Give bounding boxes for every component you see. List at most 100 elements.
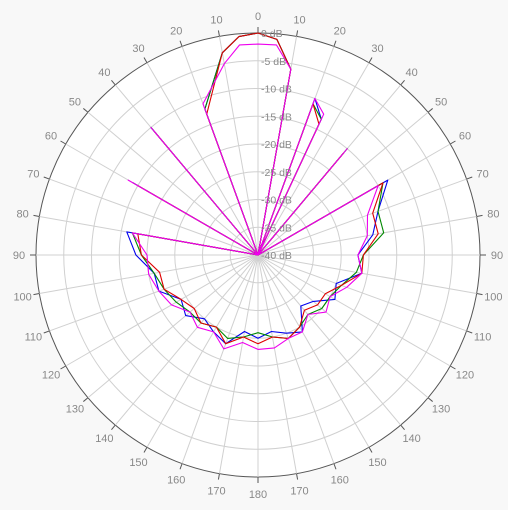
series-layer xyxy=(126,32,389,350)
grid-spoke xyxy=(146,254,259,448)
angle-label: 10 xyxy=(210,15,222,27)
angle-label: 90 xyxy=(13,250,25,262)
series-line xyxy=(137,32,384,345)
grid-spoke xyxy=(257,254,451,367)
angle-tick xyxy=(83,397,89,402)
angle-tick xyxy=(143,447,148,453)
angle-tick xyxy=(296,30,299,37)
grid-spoke xyxy=(218,36,259,256)
angle-label: 70 xyxy=(476,168,488,180)
ring-label: -35 dB xyxy=(261,222,292,234)
angle-label: 140 xyxy=(95,433,113,445)
ring-label: -10 dB xyxy=(261,84,292,96)
angle-label: 160 xyxy=(331,475,349,487)
angle-tick xyxy=(427,397,433,402)
angle-label: 100 xyxy=(484,292,502,304)
grid-spoke xyxy=(257,254,335,464)
angle-label: 120 xyxy=(456,370,474,382)
angle-label: 130 xyxy=(66,404,84,416)
angle-label: 110 xyxy=(474,332,492,344)
angle-tick xyxy=(400,80,405,86)
grid-spoke xyxy=(87,111,259,256)
angle-label: 30 xyxy=(371,43,383,55)
grid-spoke xyxy=(257,254,370,448)
angle-tick xyxy=(83,108,89,113)
angle-label: 50 xyxy=(435,96,447,108)
angle-tick xyxy=(217,30,220,37)
grid-spoke xyxy=(257,178,467,256)
angle-tick xyxy=(179,40,183,47)
grid-spoke xyxy=(218,254,259,474)
ring-label: -5 dB xyxy=(261,56,286,68)
angle-tick xyxy=(450,140,456,145)
angle-label: 20 xyxy=(170,25,182,37)
angle-label: 80 xyxy=(487,208,499,220)
grid-spoke xyxy=(257,254,298,474)
grid-spoke xyxy=(257,254,429,399)
angle-tick xyxy=(427,108,433,113)
angle-label: 0 xyxy=(255,11,261,23)
grid-spoke xyxy=(114,254,259,426)
angle-label: 150 xyxy=(129,457,147,469)
angle-label: 180 xyxy=(249,489,267,501)
angle-label: 30 xyxy=(132,43,144,55)
angle-tick xyxy=(466,176,473,180)
angle-tick xyxy=(476,293,483,296)
angle-tick xyxy=(60,365,66,370)
angle-label: 120 xyxy=(42,370,60,382)
angle-label: 70 xyxy=(27,168,39,180)
angle-label: 50 xyxy=(69,96,81,108)
angle-label: 170 xyxy=(207,485,225,497)
angle-tick xyxy=(179,463,183,470)
angle-label: 40 xyxy=(98,67,110,79)
grid-spoke xyxy=(87,254,259,399)
grid-spoke xyxy=(49,254,259,332)
ring-label: -40 dB xyxy=(261,250,292,262)
angle-tick xyxy=(466,330,473,334)
ring-label: -25 dB xyxy=(261,167,292,179)
angle-tick xyxy=(476,214,483,217)
grid-spoke xyxy=(257,254,402,426)
ring-label: 0 dB xyxy=(261,28,283,40)
angle-tick xyxy=(450,365,456,370)
grid-spoke xyxy=(257,62,370,256)
grid-spoke xyxy=(146,62,259,256)
angle-label: 60 xyxy=(459,131,471,143)
grid-spoke xyxy=(257,254,477,295)
angle-tick xyxy=(60,140,66,145)
angle-tick xyxy=(368,447,373,453)
angle-tick xyxy=(333,40,337,47)
ring-label: -15 dB xyxy=(261,111,292,123)
angle-label: 170 xyxy=(290,485,308,497)
angle-tick xyxy=(217,473,220,480)
angle-label: 20 xyxy=(334,25,346,37)
angle-tick xyxy=(43,176,50,180)
angle-tick xyxy=(33,293,40,296)
ring-label: -20 dB xyxy=(261,139,292,151)
label-layer: 0 10 20 30 40 50 60 70 80 90 100 110 120 130 140 150 160… xyxy=(13,11,503,501)
angle-label: 150 xyxy=(368,457,386,469)
grid-spoke xyxy=(257,254,467,332)
angle-label: 90 xyxy=(491,250,503,262)
angle-label: 10 xyxy=(293,15,305,27)
angle-tick xyxy=(368,57,373,63)
angle-label: 40 xyxy=(406,67,418,79)
ring-label: -30 dB xyxy=(261,195,292,207)
angle-label: 60 xyxy=(45,131,57,143)
angle-tick xyxy=(111,424,116,430)
grid-spoke xyxy=(257,111,429,256)
angle-label: 110 xyxy=(25,332,43,344)
angle-label: 80 xyxy=(17,208,29,220)
angle-tick xyxy=(333,463,337,470)
angle-tick xyxy=(33,214,40,217)
series-line xyxy=(127,43,379,350)
angle-label: 140 xyxy=(402,433,420,445)
grid-spoke xyxy=(65,254,259,367)
angle-tick xyxy=(400,424,405,430)
angle-label: 160 xyxy=(167,475,185,487)
angle-label: 130 xyxy=(432,404,450,416)
grid-spoke xyxy=(49,178,259,256)
angle-label: 100 xyxy=(13,292,31,304)
angle-tick xyxy=(296,473,299,480)
